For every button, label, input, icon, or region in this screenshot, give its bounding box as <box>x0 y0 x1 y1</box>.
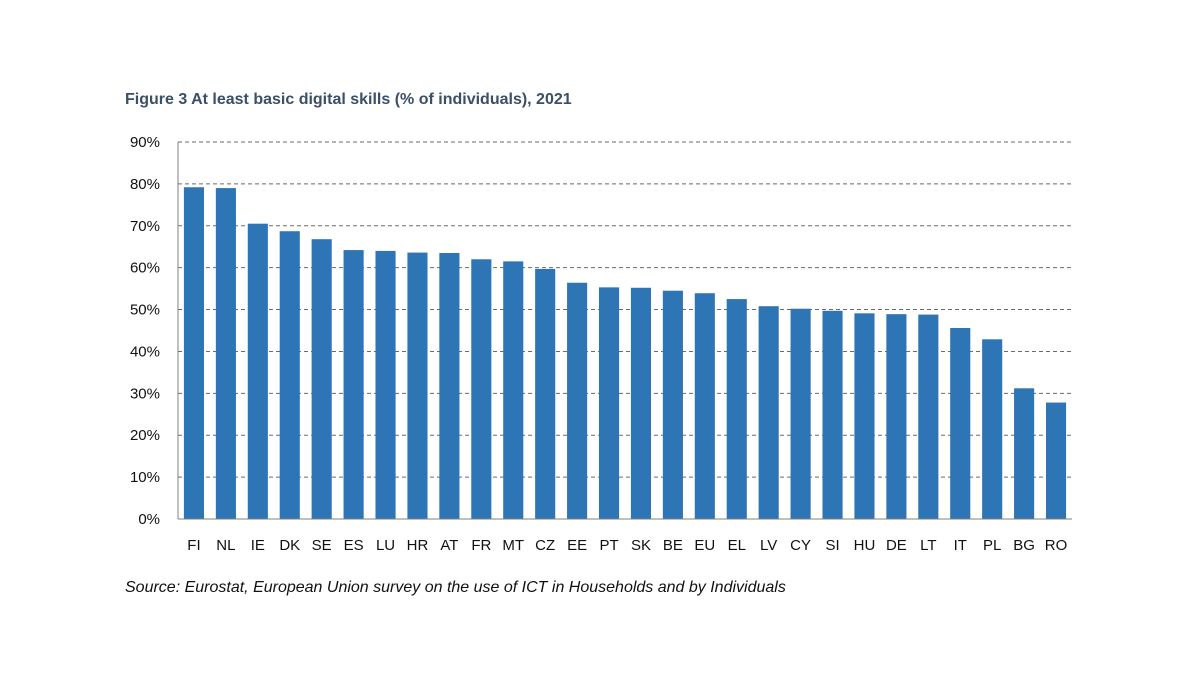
y-tick-label: 80% <box>130 176 160 193</box>
y-tick-label: 30% <box>130 385 160 402</box>
x-tick-label: HU <box>854 537 876 554</box>
bar <box>471 259 492 519</box>
x-tick-label: IT <box>954 537 967 554</box>
x-tick-label: LV <box>760 537 777 554</box>
y-tick-label: 0% <box>138 511 160 528</box>
bar <box>1045 402 1067 519</box>
y-tick-label: 40% <box>130 343 160 360</box>
bar <box>247 223 268 519</box>
x-tick-label: DE <box>886 537 907 554</box>
bar <box>279 231 300 519</box>
x-tick-label: EL <box>728 537 746 554</box>
y-tick-label: 50% <box>130 302 160 319</box>
x-tick-label: SI <box>825 537 839 554</box>
bar <box>662 290 683 519</box>
bar <box>215 188 236 520</box>
x-tick-label: EE <box>567 537 587 554</box>
x-tick-label: ES <box>344 537 364 554</box>
x-tick-label: SE <box>312 537 332 554</box>
x-tick-label: HR <box>407 537 429 554</box>
y-tick-label: 70% <box>130 218 160 235</box>
bar <box>343 250 364 519</box>
bar <box>950 327 971 519</box>
x-tick-label: IE <box>251 537 265 554</box>
bar <box>375 250 396 519</box>
x-tick-label: RO <box>1045 537 1068 554</box>
bar <box>694 293 715 519</box>
bar <box>790 308 811 519</box>
bar <box>311 239 332 519</box>
x-tick-label: FI <box>187 537 200 554</box>
y-tick-label: 10% <box>130 469 160 486</box>
bar <box>886 314 907 519</box>
bar <box>822 310 843 519</box>
x-tick-label: PT <box>599 537 618 554</box>
x-tick-label: CY <box>790 537 811 554</box>
x-tick-label: AT <box>440 537 458 554</box>
bar <box>982 339 1003 519</box>
bar <box>439 253 460 519</box>
chart-source: Source: Eurostat, European Union survey … <box>125 579 786 596</box>
x-tick-label: DK <box>279 537 300 554</box>
bar <box>1014 388 1035 519</box>
x-tick-label: FR <box>471 537 491 554</box>
x-tick-label: BE <box>663 537 683 554</box>
x-tick-label: CZ <box>535 537 555 554</box>
bar <box>854 313 875 519</box>
bar <box>918 314 939 519</box>
chart-title: Figure 3 At least basic digital skills (… <box>125 91 572 108</box>
bar <box>598 287 620 519</box>
bar <box>758 306 779 519</box>
bar <box>630 287 652 519</box>
bar <box>567 282 588 519</box>
y-tick-label: 60% <box>130 260 160 277</box>
x-tick-label: EU <box>694 537 715 554</box>
bar <box>535 268 556 519</box>
y-tick-label: 90% <box>130 134 160 151</box>
bar <box>503 261 524 519</box>
bar <box>726 299 747 519</box>
x-tick-label: LU <box>376 537 395 554</box>
y-tick-label: 20% <box>130 427 160 444</box>
x-tick-label: SK <box>631 537 651 554</box>
x-tick-label: BG <box>1013 537 1035 554</box>
x-tick-label: NL <box>216 537 235 554</box>
x-tick-label: MT <box>502 537 524 554</box>
x-tick-label: LT <box>920 537 936 554</box>
bar <box>407 252 428 519</box>
bar <box>183 187 205 520</box>
x-tick-label: PL <box>983 537 1001 554</box>
